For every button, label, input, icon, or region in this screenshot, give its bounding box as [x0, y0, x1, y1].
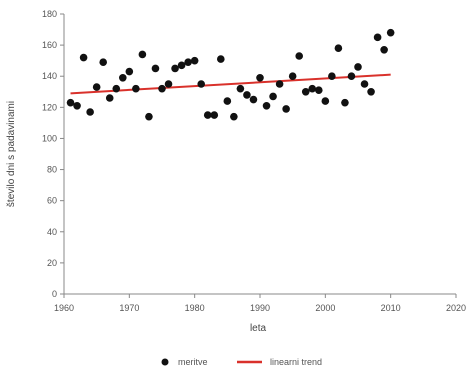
data-point [243, 91, 251, 99]
data-point [190, 56, 199, 65]
data-point [217, 55, 225, 63]
x-tick-label: 2010 [381, 303, 401, 313]
data-point [354, 63, 362, 71]
data-point [138, 50, 147, 59]
data-point [295, 52, 304, 60]
legend-label-measurements: meritve [178, 357, 208, 367]
data-point [230, 112, 238, 121]
data-point [210, 111, 219, 119]
data-point [315, 86, 323, 95]
y-tick-label: 160 [42, 40, 57, 50]
data-point [373, 33, 382, 42]
legend-marker-measurements [161, 358, 169, 366]
x-tick-label: 1960 [54, 303, 74, 313]
data-point [334, 44, 343, 53]
data-point [79, 53, 88, 62]
y-tick-label: 60 [47, 196, 57, 206]
data-point [288, 72, 297, 81]
y-tick-label: 0 [52, 289, 57, 299]
data-point [145, 112, 153, 121]
y-axis-ticks: 0 20 40 60 80 100 120 140 160 180 [42, 9, 64, 299]
data-point [197, 80, 205, 88]
data-point [380, 45, 388, 54]
y-axis-label: število dni s padavinami [6, 101, 17, 207]
data-point [308, 84, 317, 93]
x-tick-label: 1980 [185, 303, 205, 313]
y-tick-label: 40 [47, 227, 57, 237]
y-tick-label: 100 [42, 133, 57, 143]
y-tick-label: 140 [42, 71, 57, 81]
legend: meritve linearni trend [161, 357, 322, 367]
data-point [367, 87, 375, 96]
data-point [223, 97, 232, 105]
data-point [119, 73, 127, 82]
data-point [73, 101, 81, 110]
data-point [86, 108, 94, 116]
data-points [66, 28, 395, 121]
data-point [184, 58, 192, 67]
data-point [171, 64, 179, 73]
x-tick-label: 1970 [119, 303, 139, 313]
data-point [203, 111, 212, 119]
x-tick-label: 2000 [315, 303, 335, 313]
data-point [328, 72, 336, 81]
data-point [262, 101, 271, 110]
data-point [112, 84, 121, 93]
trend-line [70, 73, 391, 95]
y-tick-label: 80 [47, 165, 57, 175]
data-point [386, 28, 395, 37]
data-point [321, 97, 330, 105]
data-point [256, 73, 264, 82]
legend-label-trend: linearni trend [270, 357, 322, 367]
data-point [105, 94, 114, 102]
data-point [177, 61, 186, 70]
x-tick-label: 2020 [446, 303, 466, 313]
data-point [275, 80, 284, 88]
y-tick-label: 20 [47, 258, 57, 268]
data-point [249, 95, 258, 104]
data-point [132, 84, 140, 93]
y-tick-label: 120 [42, 102, 57, 112]
data-point [92, 83, 101, 91]
data-point [151, 64, 160, 73]
data-point [347, 72, 356, 81]
y-tick-label: 180 [42, 9, 57, 19]
data-point [164, 80, 173, 88]
data-point [158, 84, 166, 93]
x-axis-label: leta [250, 323, 267, 334]
data-point [125, 67, 134, 76]
data-point [236, 84, 245, 93]
data-point [301, 87, 310, 96]
data-point [341, 98, 349, 107]
x-tick-label: 1990 [250, 303, 270, 313]
data-point [282, 105, 290, 113]
data-point [66, 98, 75, 107]
data-point [360, 80, 369, 88]
x-axis-ticks: 1960 1970 1980 1990 2000 2010 2020 [54, 294, 466, 313]
data-point [269, 92, 277, 101]
trend-line-group [70, 73, 391, 95]
data-point [99, 58, 107, 67]
